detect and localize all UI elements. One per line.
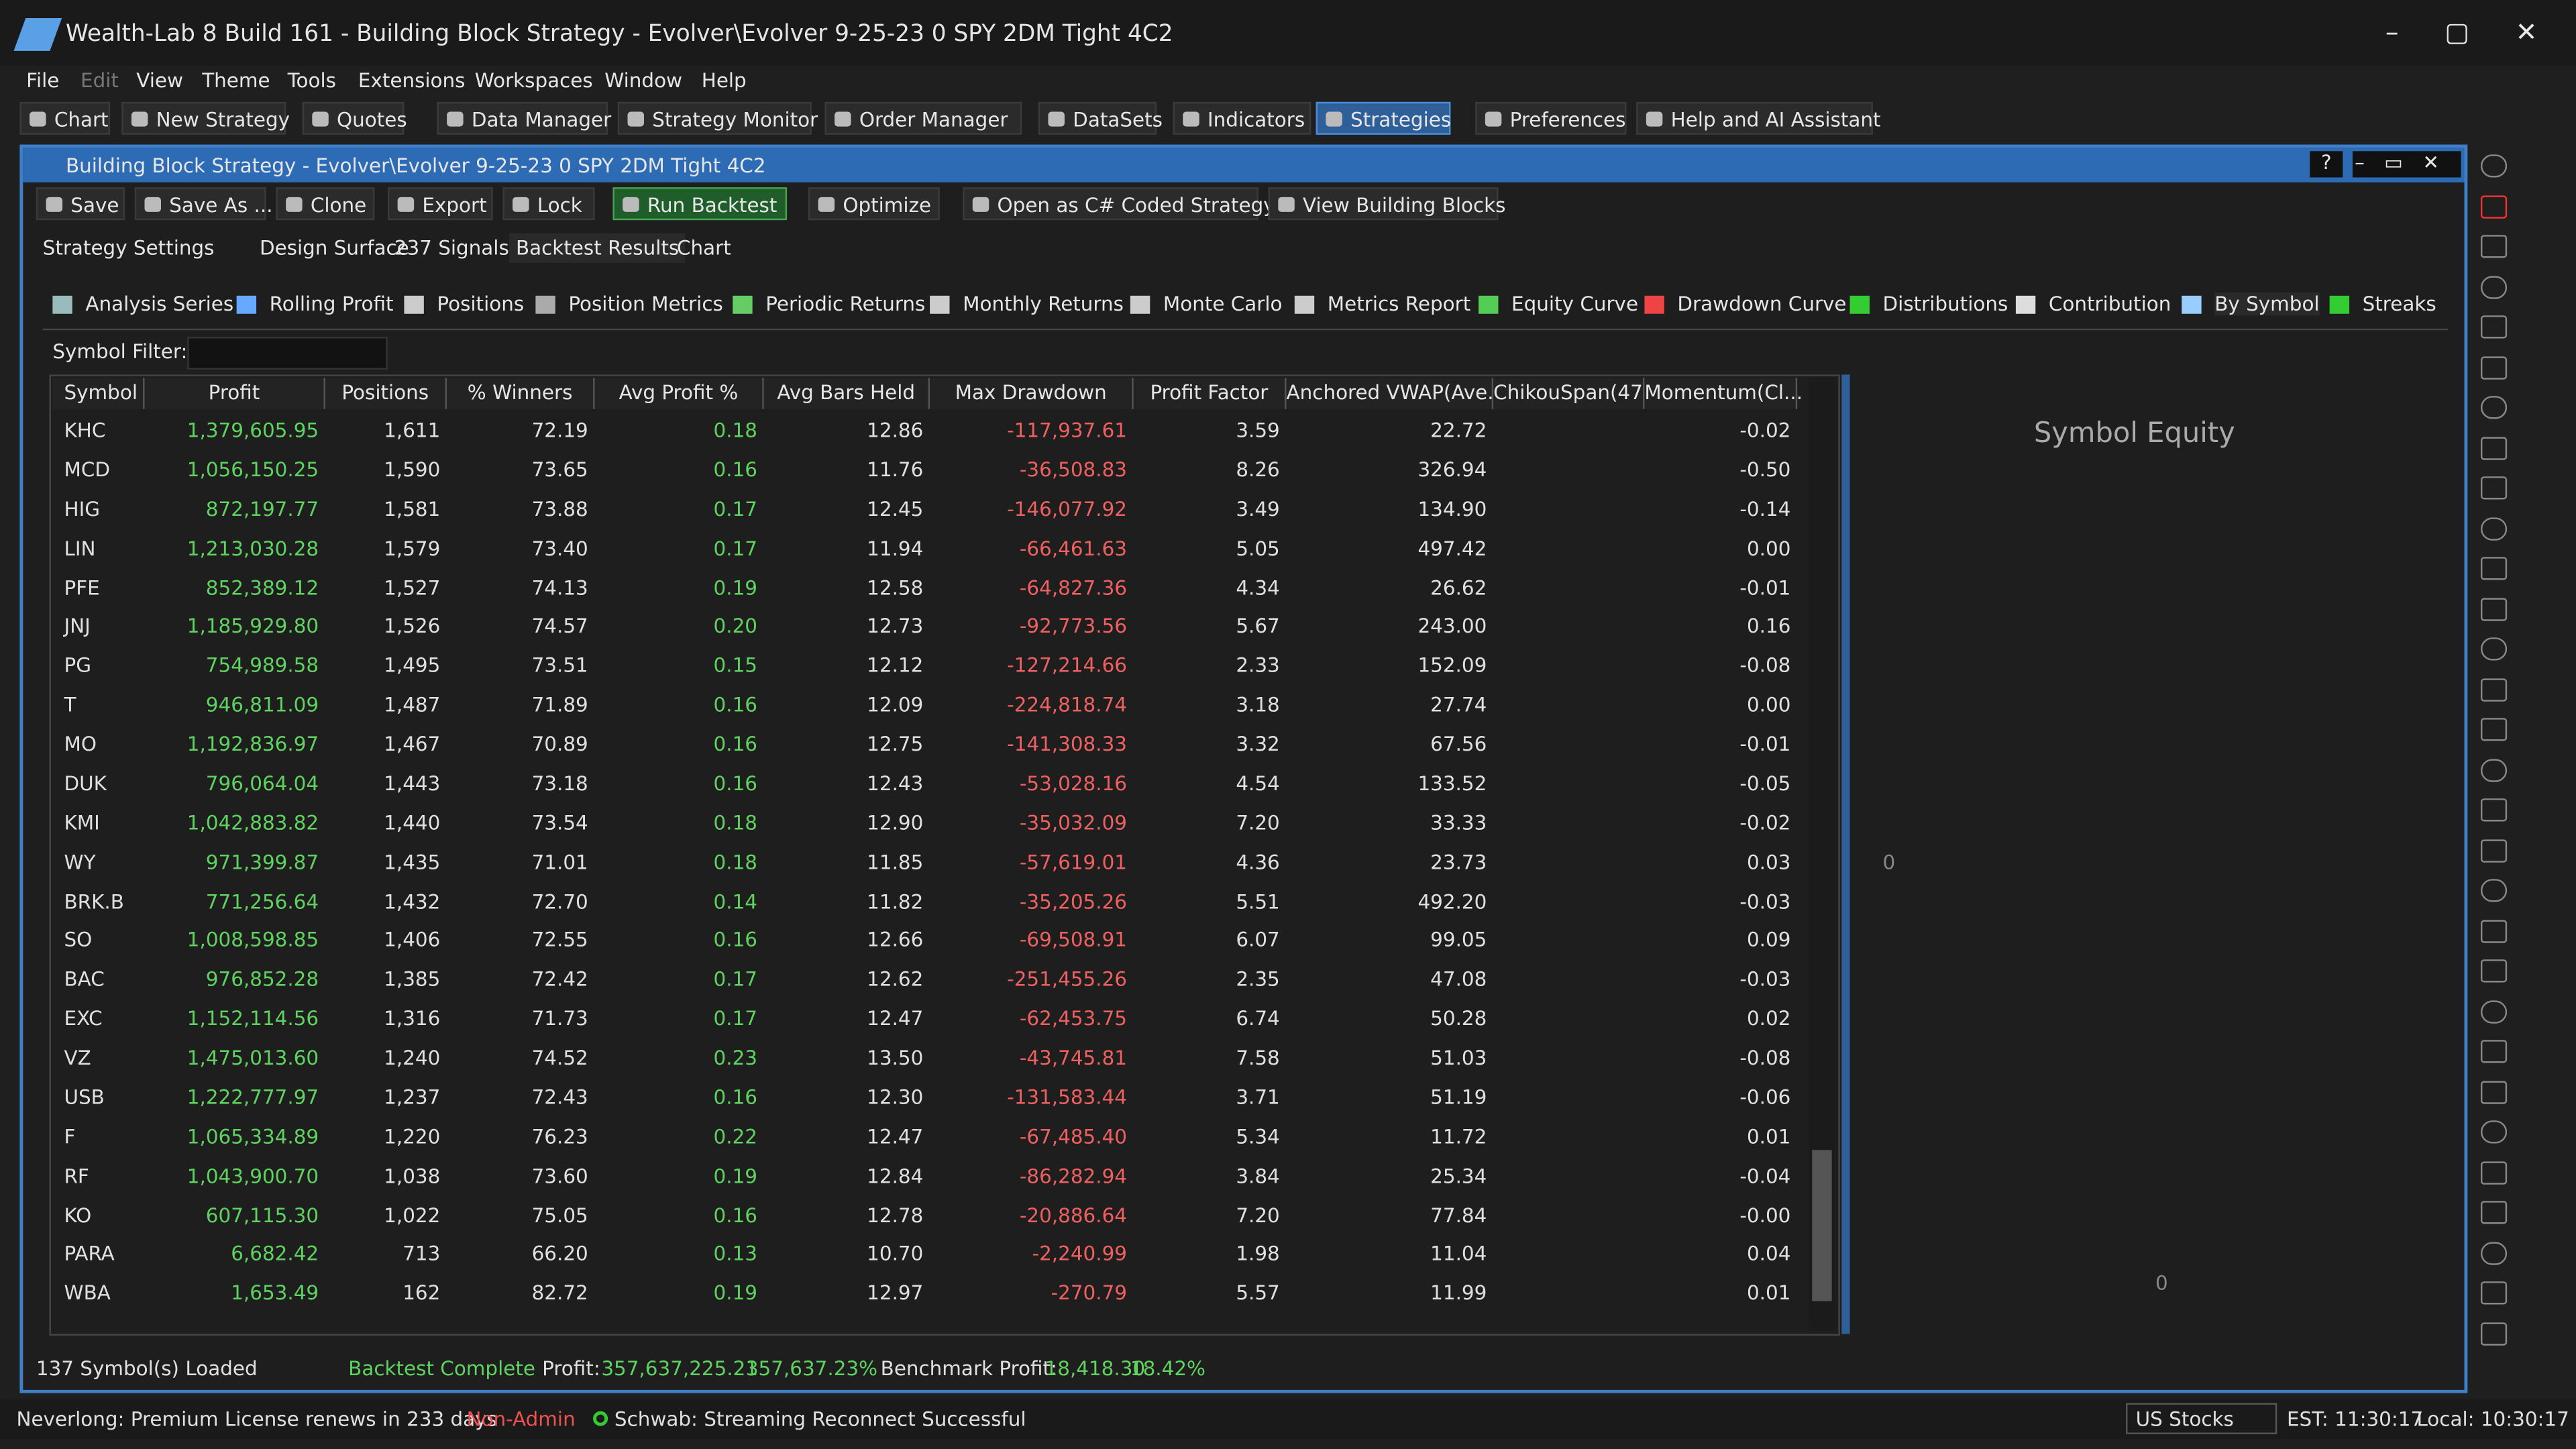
draw-tool[interactable]: [2481, 1281, 2507, 1304]
results-tab[interactable]: Streaks: [2363, 292, 2436, 315]
draw-tool[interactable]: [2481, 637, 2507, 660]
tab-icon: [1850, 296, 1870, 314]
draw-tool[interactable]: [2481, 557, 2507, 580]
table-border: [49, 374, 1839, 1336]
draw-tool[interactable]: [2481, 476, 2507, 499]
status-local: Local: 10:30:17: [2416, 1408, 2569, 1431]
draw-tool[interactable]: [2481, 275, 2507, 298]
market-select[interactable]: [2126, 1403, 2277, 1434]
status-est: EST: 11:30:17: [2287, 1408, 2423, 1431]
window-controls[interactable]: –▢✕: [2385, 16, 2576, 48]
draw-tool[interactable]: [2481, 839, 2507, 861]
connection-dot: [593, 1411, 608, 1426]
child-controls[interactable]: –▭✕: [2353, 151, 2461, 177]
draw-tool[interactable]: [2481, 154, 2507, 177]
draw-tool[interactable]: [2481, 1201, 2507, 1224]
symbol-chart-title: Symbol Equity: [2034, 417, 2235, 450]
draw-tool[interactable]: [2481, 517, 2507, 539]
summary-benchmark-pct: 18.42%: [1130, 1357, 1205, 1380]
status-bar: Neverlong: Premium License renews in 233…: [0, 1400, 2576, 1440]
summary-profit: 357,637,225.21: [601, 1357, 758, 1380]
draw-tool[interactable]: [2481, 1120, 2507, 1143]
draw-tool[interactable]: [2481, 1241, 2507, 1264]
summary-profit-label: Profit:: [542, 1357, 600, 1380]
status-broker: Schwab: Streaming Reconnect Successful: [614, 1408, 1026, 1431]
summary-loaded: 137 Symbol(s) Loaded: [36, 1357, 258, 1380]
draw-tool[interactable]: [2481, 597, 2507, 620]
draw-tool[interactable]: [2481, 798, 2507, 821]
draw-tool[interactable]: [2481, 356, 2507, 378]
symbol-chart-y-label: 0: [1883, 851, 1896, 874]
draw-tool[interactable]: [2481, 879, 2507, 902]
splitter: [1841, 374, 1849, 1334]
status-license: Neverlong: Premium License renews in 233…: [16, 1408, 496, 1431]
summary-bar: 137 Symbol(s) Loaded Backtest Complete Pro…: [23, 1350, 2464, 1387]
draw-tool[interactable]: [2481, 315, 2507, 338]
draw-tool[interactable]: [2481, 1322, 2507, 1344]
draw-tool[interactable]: [2481, 235, 2507, 258]
summary-state: Backtest Complete: [348, 1357, 535, 1380]
symbol-chart-x-label: 0: [2155, 1272, 2168, 1295]
draw-tool[interactable]: [2481, 1000, 2507, 1022]
draw-tool[interactable]: [2481, 396, 2507, 419]
status-role: Non-Admin: [467, 1408, 576, 1431]
draw-tool[interactable]: [2481, 758, 2507, 781]
draw-tool[interactable]: [2481, 1161, 2507, 1183]
drawing-tools: [2471, 145, 2520, 1393]
draw-tool[interactable]: [2481, 1080, 2507, 1103]
draw-tool[interactable]: [2481, 195, 2507, 217]
draw-tool[interactable]: [2481, 1040, 2507, 1063]
help-button[interactable]: ?: [2310, 151, 2343, 177]
draw-tool[interactable]: [2481, 678, 2507, 700]
draw-tool[interactable]: [2481, 959, 2507, 982]
tab-icon: [2330, 296, 2349, 314]
results-tab[interactable]: By Symbol: [2214, 292, 2319, 315]
tab-icon: [2016, 296, 2035, 314]
tab-icon: [2182, 296, 2201, 314]
summary-benchmark-label: Benchmark Profit:: [881, 1357, 1057, 1380]
results-tab[interactable]: Distributions: [1883, 292, 2008, 315]
summary-profit-pct: 357,637.23%: [746, 1357, 877, 1380]
results-tab[interactable]: Contribution: [2049, 292, 2171, 315]
scroll-thumb[interactable]: [1812, 1150, 1831, 1301]
draw-tool[interactable]: [2481, 919, 2507, 942]
draw-tool[interactable]: [2481, 436, 2507, 459]
draw-tool[interactable]: [2481, 718, 2507, 741]
